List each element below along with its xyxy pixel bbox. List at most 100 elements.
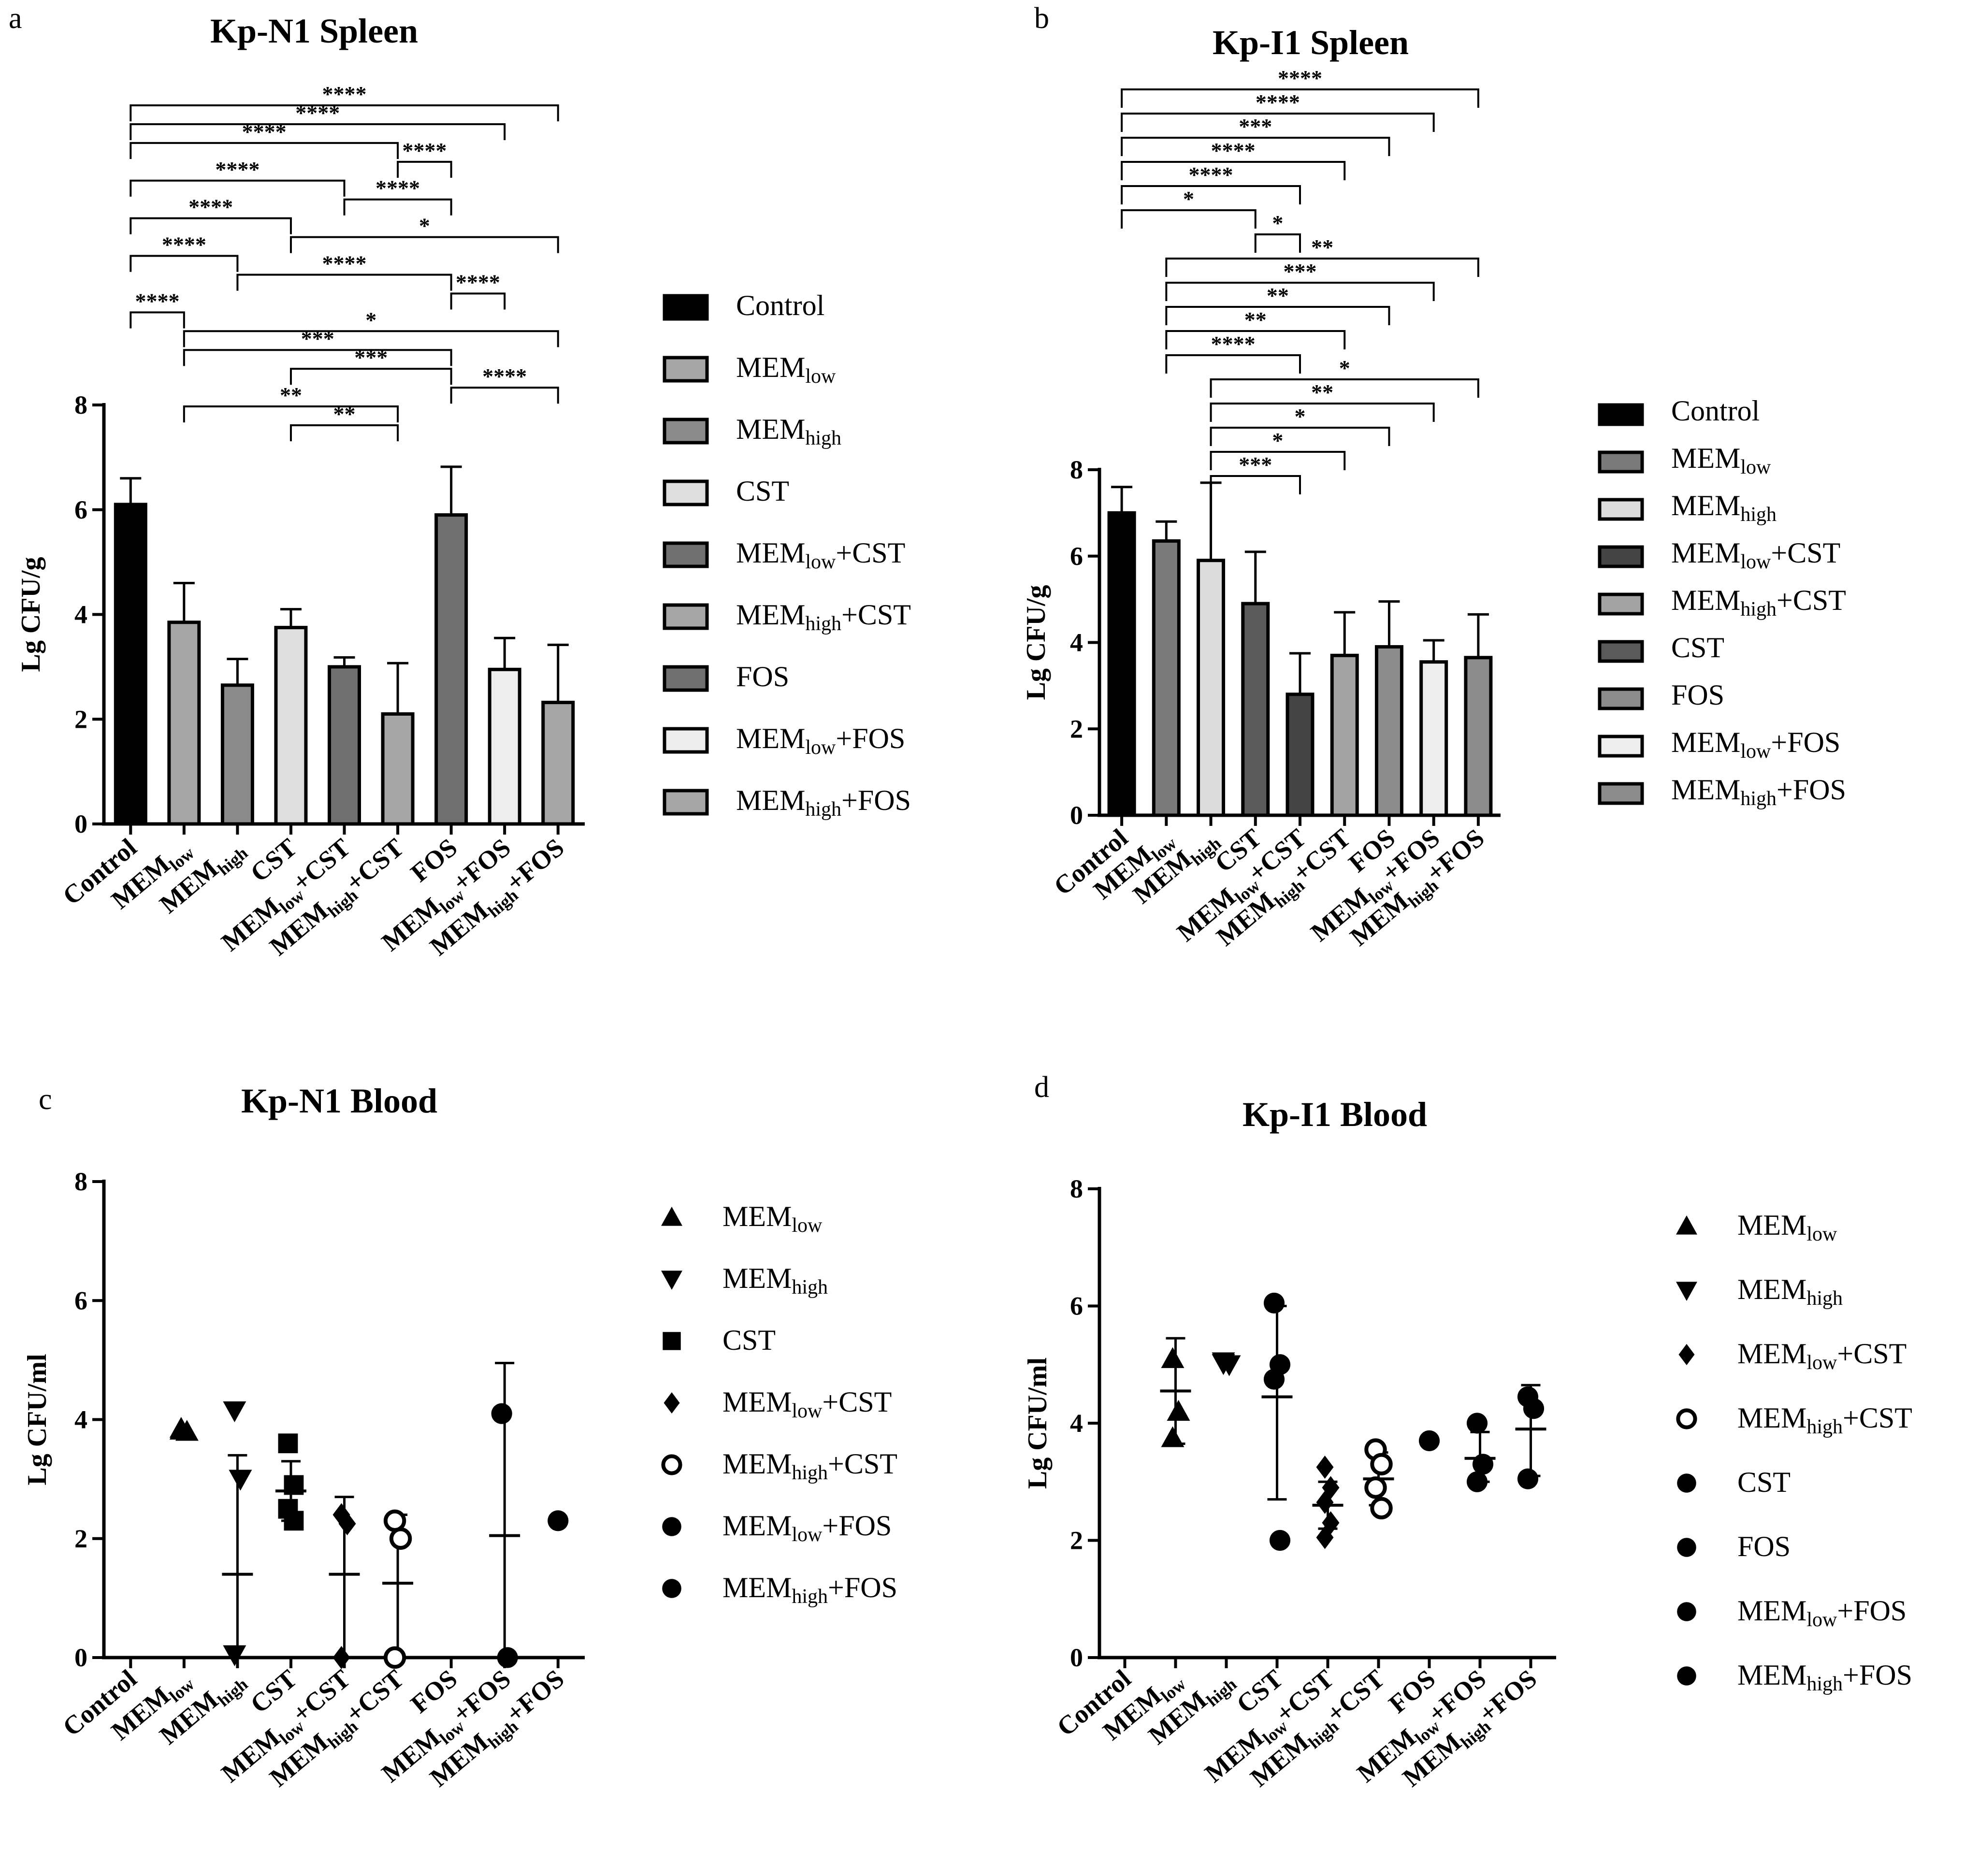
legend-label-base: MEM [1737,1209,1806,1241]
significance-bracket [397,160,452,178]
bar [328,665,361,826]
significance-label: **** [1278,66,1322,90]
data-point [278,1433,298,1454]
legend-label: MEMlow [1671,442,1771,478]
significance-bracket [1165,258,1479,277]
legend-label: MEMlow+CST [722,1386,892,1422]
bar [114,503,147,826]
legend-label-tail: +CST [822,1386,892,1418]
y-tick-label: 4 [1070,628,1083,657]
legend-label-base: FOS [1671,679,1724,711]
legend-label-base: MEM [736,784,805,816]
legend-label-sub: high [792,1462,828,1484]
significance-bracket [1210,403,1435,422]
significance-bracket [130,179,346,197]
legend-label-tail: +FOS [1777,774,1846,806]
significance-label: ** [1267,283,1289,308]
legend-label-tail: +FOS [822,1510,892,1542]
legend-marker [663,1332,681,1350]
legend-label: MEMlow+FOS [736,722,905,759]
legend-label-sub: high [1740,598,1777,621]
legend-marker [1677,1602,1696,1621]
bar [1197,559,1226,817]
bar [167,621,201,826]
significance-bracket [289,368,452,385]
data-point [383,1509,406,1532]
chart-title: Kp-I1 Blood [1242,1095,1427,1134]
data-point [1167,1400,1190,1421]
legend-label: MEMhigh+CST [1737,1402,1912,1438]
legend-label: FOS [1671,679,1724,711]
y-axis-label: Lg CFU/ml [1023,1357,1053,1489]
significance-label: * [365,307,376,332]
legend-label-tail: +FOS [1843,1659,1912,1691]
legend-label-base: Control [1671,395,1760,427]
legend-label: MEMlow+CST [736,537,905,573]
y-tick-label: 2 [74,705,87,734]
data-point [1316,1455,1334,1479]
legend-label-base: MEM [722,1448,792,1480]
legend-label-sub: high [1740,504,1777,526]
legend-swatch [1598,640,1644,663]
legend-label-base: MEM [1671,774,1740,806]
significance-label: **** [1211,138,1256,163]
significance-label: **** [456,270,500,294]
legend-label-sub: high [792,1276,828,1299]
legend-label: MEMhigh+FOS [722,1572,897,1608]
legend-label-base: CST [1671,632,1724,664]
legend-label: MEMlow+FOS [1737,1595,1907,1631]
data-point [284,1475,304,1495]
data-point [284,1511,304,1531]
chart-title: Kp-N1 Blood [241,1082,437,1120]
significance-label: *** [301,326,334,351]
legend-label-base: MEM [1737,1402,1806,1434]
legend-swatch [663,789,709,816]
data-point [1370,1453,1393,1476]
data-point [1364,1476,1387,1499]
significance-bracket [130,142,399,159]
legend-label: FOS [1737,1530,1791,1562]
significance-label: * [1295,404,1306,429]
data-point [223,1645,246,1666]
y-axis-label: Lg CFU/ml [22,1354,52,1485]
legend-label: MEMhigh+FOS [736,784,911,821]
data-point [1472,1454,1494,1475]
significance-bracket [130,311,185,329]
y-tick-label: 4 [1070,1409,1083,1438]
significance-label: **** [188,195,233,219]
legend-marker [662,1517,681,1536]
data-point [1263,1369,1285,1390]
significance-bracket [183,349,452,366]
bar [1152,539,1181,817]
bar [488,667,521,826]
legend-label-tail: +CST [1777,584,1846,616]
legend-label-sub: high [805,427,841,449]
legend-label-tail: +FOS [841,784,911,816]
y-tick-label: 6 [1070,542,1083,571]
legend-swatch [663,418,709,445]
legend-swatch [1598,498,1644,521]
legend-label: MEMhigh [736,413,841,449]
legend-label-sub: low [792,1214,823,1237]
significance-bracket [236,274,452,291]
data-point [497,1647,518,1668]
bar [1107,511,1136,817]
significance-bracket [1121,209,1257,229]
legend-label-base: MEM [736,537,805,569]
legend-label-base: MEM [1671,490,1740,521]
significance-bracket [130,104,559,122]
legend-marker [1676,1282,1697,1301]
significance-label: **** [135,289,180,313]
legend-swatch [663,294,709,321]
significance-bracket [1121,137,1390,156]
legend-label-tail: +CST [841,599,911,631]
significance-bracket [450,387,559,404]
legend-label: MEMlow+CST [1671,537,1840,573]
significance-label: *** [1239,114,1272,139]
chart-title: Kp-I1 Spleen [1213,23,1409,62]
legend-label: MEMlow+CST [1737,1338,1907,1374]
chart-title: Kp-N1 Spleen [210,12,418,50]
legend-label: MEMhigh [1737,1273,1843,1310]
